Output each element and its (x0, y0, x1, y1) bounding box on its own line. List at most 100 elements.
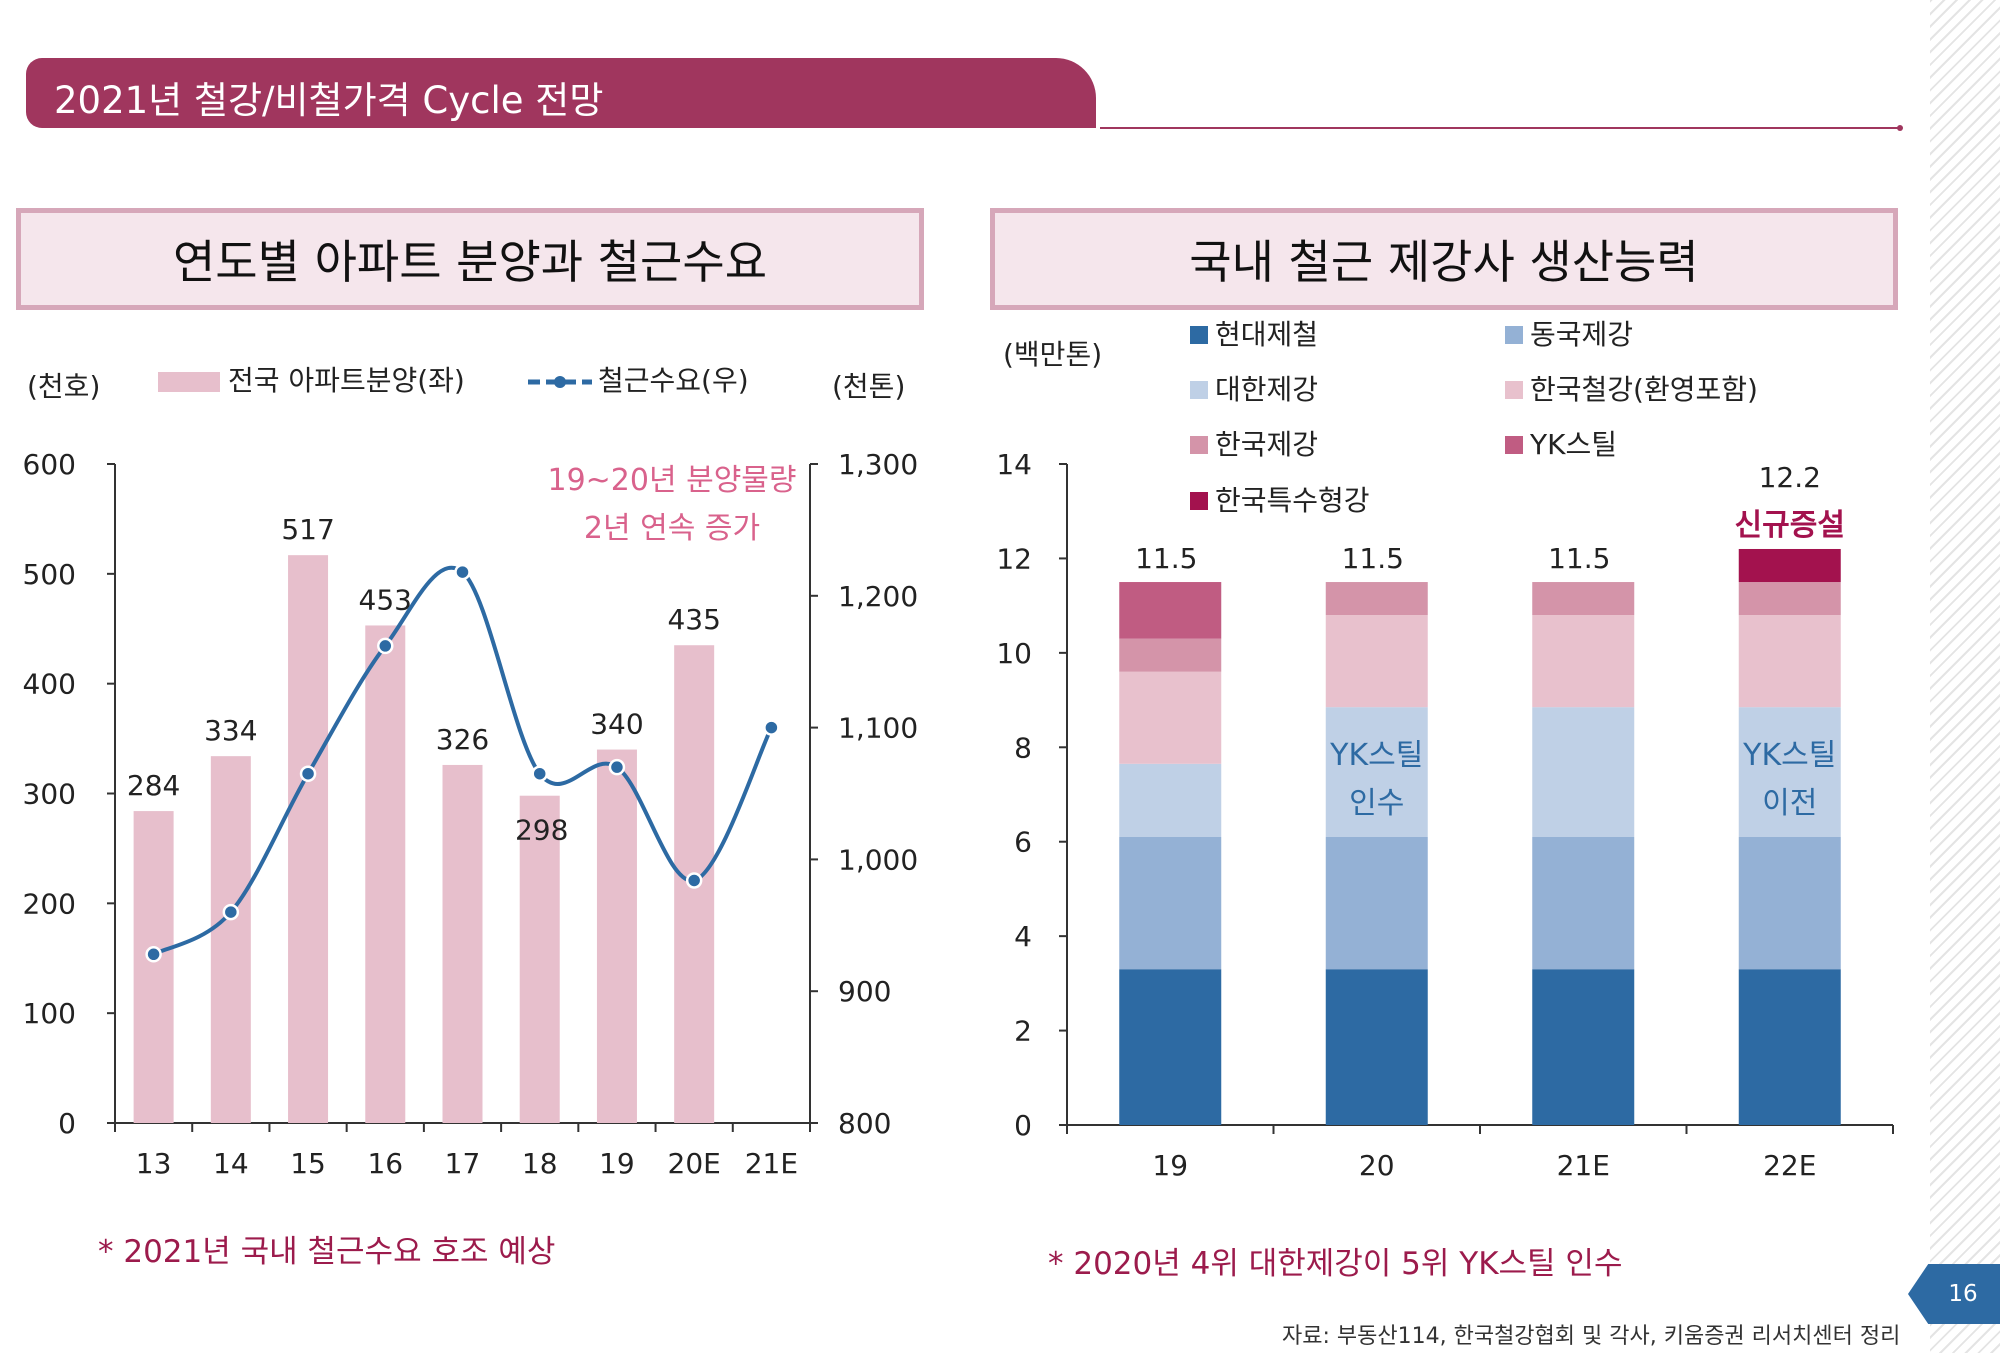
title-underline (1100, 127, 1900, 129)
stacked-bar-segment (1325, 836, 1428, 970)
y-tick-label: 0 (1014, 1109, 1032, 1142)
source-note: 자료: 부동산114, 한국철강협회 및 각사, 키움증권 리서치센터 정리 (1282, 1324, 1901, 1349)
stacked-bar-segment (1532, 707, 1635, 837)
bar-value-label: 298 (515, 814, 568, 847)
y-tick-label: 4 (1014, 920, 1032, 953)
stacked-bar-segment (1532, 582, 1635, 616)
title-underline-dot (1897, 125, 1903, 131)
y-tick-label: 12 (996, 542, 1032, 575)
x-tick-label: 18 (522, 1147, 558, 1180)
right-y-tick-label: 1,200 (838, 580, 918, 613)
x-tick-label: 21E (745, 1147, 798, 1180)
left-chart-note: * 2021년 국내 철근수요 호조 예상 (98, 1234, 556, 1270)
legend-label: 한국철강(환영포함) (1530, 373, 1758, 406)
left-y-tick-label: 200 (23, 887, 76, 920)
bar-value-label: 517 (281, 513, 334, 546)
legend-label: 한국제강 (1215, 428, 1318, 461)
page-title: 2021년 철강/비철가격 Cycle 전망 (54, 79, 604, 122)
legend-label: 한국특수형강 (1215, 484, 1370, 517)
line-point-rebar-demand (222, 903, 240, 921)
left-chart-title: 연도별 아파트 분양과 철근수요 (16, 208, 924, 310)
bar-value-label: 326 (436, 723, 489, 756)
legend-swatch (1190, 326, 1208, 344)
legend-swatch (1505, 381, 1523, 399)
legend-label: 대한제강 (1215, 373, 1318, 406)
x-tick-label: 19 (599, 1147, 635, 1180)
stacked-total-label: 11.5 (1135, 542, 1197, 575)
right-y-tick-label: 1,300 (838, 448, 918, 481)
bar-annotation: YK스틸 (1742, 738, 1836, 773)
bar-annotation: 인수 (1349, 786, 1404, 821)
right-y-tick-label: 900 (838, 975, 891, 1008)
bar-annotation: 이전 (1762, 786, 1817, 821)
stacked-bar-segment (1119, 582, 1222, 639)
right-axis-unit: (천톤) (832, 370, 905, 403)
bar-apartment-supply (288, 555, 329, 1123)
left-y-tick-label: 500 (23, 558, 76, 591)
y-tick-label: 2 (1014, 1015, 1032, 1048)
stacked-bar-segment (1325, 707, 1428, 837)
stacked-bar-segment (1738, 707, 1841, 837)
stacked-total-label: 11.5 (1548, 542, 1610, 575)
line-point-rebar-demand (685, 872, 703, 889)
y-tick-label: 10 (996, 637, 1032, 670)
line-point-rebar-demand (377, 637, 394, 655)
left-y-tick-label: 400 (23, 668, 76, 701)
line-point-rebar-demand (299, 765, 317, 782)
bar-value-label: 453 (359, 583, 412, 616)
line-point-rebar-demand (763, 719, 780, 736)
page-number-badge: 16 (1908, 1264, 2000, 1324)
y-tick-label: 14 (996, 448, 1032, 481)
bar-annotation: YK스틸 (1329, 738, 1423, 773)
left-y-tick-label: 600 (23, 448, 76, 481)
x-tick-label: 16 (367, 1147, 403, 1180)
stacked-bar-segment (1532, 836, 1635, 970)
stacked-bar-segment (1325, 969, 1428, 1125)
legend-swatch (1190, 492, 1208, 510)
y-tick-label: 6 (1014, 826, 1032, 859)
apartment-rebar-chart: (천호) (천톤) 전국 아파트분양(좌) 철근수요(우) 0 100 200 300 400 5… (23, 364, 919, 1180)
stacked-bar-segment (1119, 763, 1222, 837)
legend-swatch (1505, 436, 1523, 454)
stacked-bar-segment (1325, 582, 1428, 616)
chart-annotation: 19~20년 분양물량 (547, 463, 796, 498)
x-tick-label: 20E (668, 1147, 721, 1180)
stacked-bar-segment (1119, 638, 1222, 672)
legend-bar-swatch (158, 372, 220, 392)
stacked-bar-segment (1738, 548, 1841, 583)
legend-label: YK스틸 (1529, 428, 1617, 461)
x-tick-label: 13 (136, 1147, 172, 1180)
x-tick-label: 22E (1763, 1149, 1816, 1182)
right-y-tick-label: 1,000 (838, 843, 918, 876)
legend-swatch (1190, 436, 1208, 454)
bar-apartment-supply (596, 749, 637, 1123)
stacked-bar-segment (1119, 836, 1222, 970)
y-axis-unit: (백만톤) (1003, 338, 1102, 371)
stacked-total-label: 11.5 (1342, 542, 1404, 575)
x-tick-label: 19 (1152, 1149, 1188, 1182)
legend-label: 동국제강 (1530, 318, 1633, 351)
stacked-bar-segment (1738, 615, 1841, 708)
stacked-total-label: 12.2 (1759, 461, 1821, 494)
line-point-rebar-demand (145, 946, 162, 963)
right-chart-note: * 2020년 4위 대한제강이 5위 YK스틸 인수 (1048, 1246, 1623, 1282)
bar-value-label: 340 (590, 708, 643, 741)
stacked-bar-segment (1532, 615, 1635, 708)
bar-apartment-supply (519, 795, 560, 1123)
line-point-rebar-demand (608, 758, 626, 776)
left-y-tick-label: 100 (23, 997, 76, 1030)
legend-line-marker (554, 376, 566, 388)
decorative-hatch (1930, 0, 2000, 1353)
right-chart-title: 국내 철근 제강사 생산능력 (990, 208, 1898, 310)
bar-apartment-supply (133, 811, 174, 1123)
x-tick-label: 20 (1359, 1149, 1395, 1182)
legend-line-label: 철근수요(우) (598, 364, 749, 397)
left-axis-unit: (천호) (27, 370, 100, 403)
bar-apartment-supply (365, 625, 406, 1123)
right-y-tick-label: 1,100 (838, 712, 918, 745)
stacked-bar-segment (1738, 582, 1841, 616)
bar-apartment-supply (210, 756, 251, 1123)
bar-value-label: 435 (667, 603, 720, 636)
line-point-rebar-demand (454, 563, 471, 581)
